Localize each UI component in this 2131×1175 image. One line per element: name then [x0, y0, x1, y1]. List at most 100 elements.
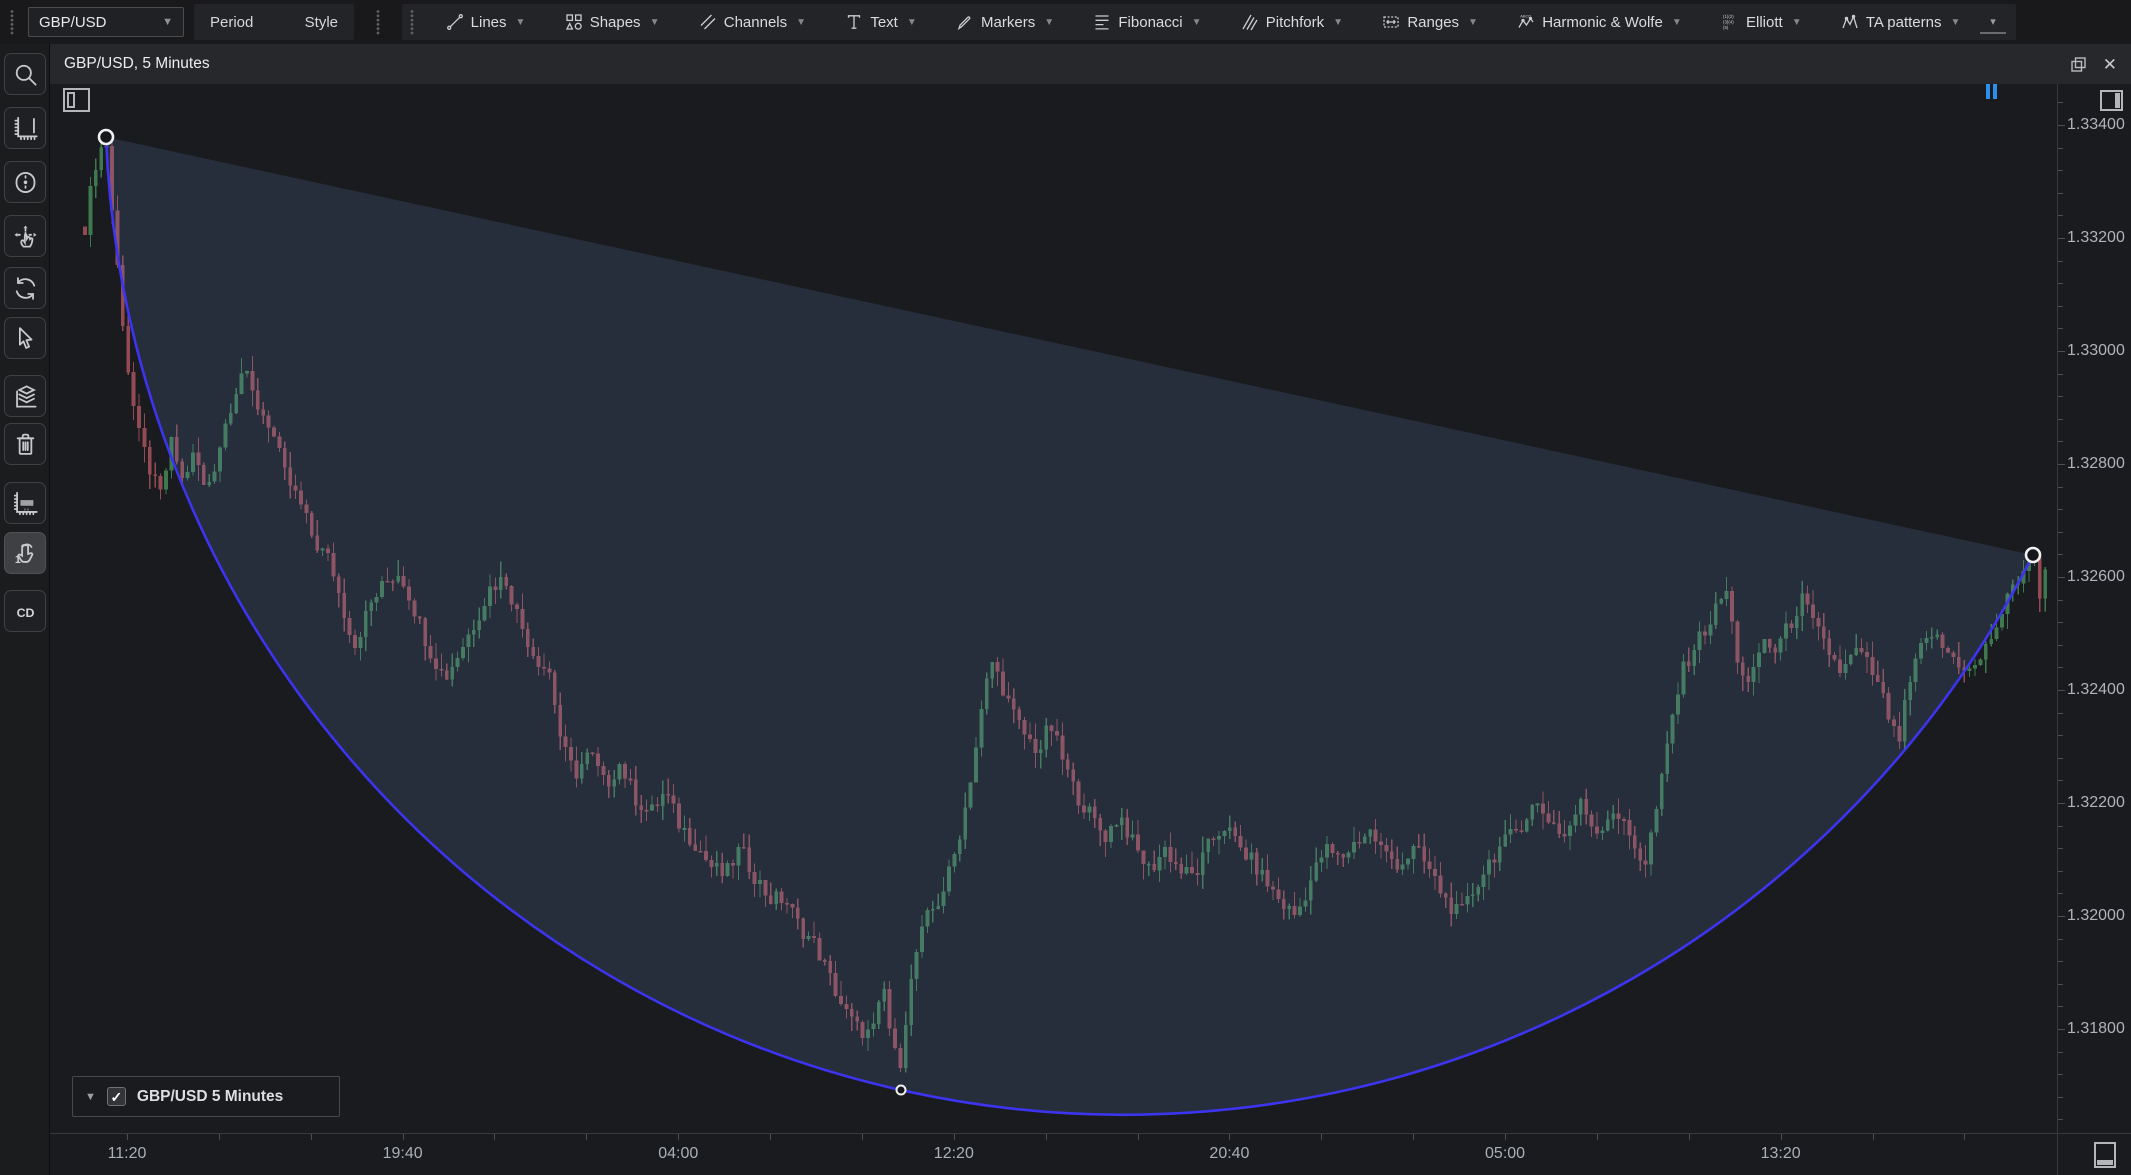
style-button[interactable]: Style [304, 13, 338, 31]
price-tick [2058, 1119, 2063, 1121]
toolbar-overflow-button[interactable]: ▾ [1980, 15, 2007, 34]
price-tick [2058, 1029, 2065, 1030]
chevron-down-icon[interactable]: ▼ [649, 16, 660, 28]
tool-elliott[interactable]: (1)(2) (3)(4) (5) Elliott ▼ [1701, 4, 1821, 40]
price-tick [2058, 622, 2063, 624]
tool-label: Ranges [1407, 13, 1460, 31]
price-tick [2058, 464, 2065, 465]
left-toolbar: v x 1 CD [0, 44, 50, 1175]
arc-anchor-end[interactable] [2024, 546, 2042, 564]
chevron-down-icon[interactable]: ▼ [1468, 16, 1478, 28]
chevron-down-icon[interactable]: ▼ [1191, 16, 1202, 28]
tool-fibonacci[interactable]: Fibonacci ▼ [1074, 4, 1221, 40]
sidebar-mouse-scroll-button[interactable] [4, 161, 46, 203]
series-legend-label: GBP/USD 5 Minutes [136, 1087, 284, 1105]
price-label: 1.33200 [2067, 229, 2125, 246]
sidebar-cd-button[interactable]: CD [4, 590, 46, 632]
drag-handle-icon[interactable] [408, 9, 416, 35]
time-tick [1964, 1134, 1966, 1140]
arc-drawing-line[interactable] [104, 136, 2035, 1116]
chevron-down-icon[interactable]: ▼ [515, 16, 526, 28]
mouse-scroll-icon [12, 169, 39, 196]
sidebar-cursor-button[interactable] [4, 317, 46, 359]
svg-text:(1)(2): (1)(2) [1723, 14, 1734, 19]
drawing-tools-group: Lines ▼ Shapes ▼ Channels ▼ Text ▼ Markers ▼ Fibon… [402, 4, 2016, 40]
sidebar-measure-button[interactable]: v x [4, 482, 46, 524]
tool-channels[interactable]: Channels ▼ [679, 4, 826, 40]
price-tick [2058, 1006, 2063, 1008]
collapse-left-panel-icon[interactable] [63, 88, 90, 112]
tool-markers[interactable]: Markers ▼ [936, 4, 1073, 40]
delete-icon [12, 431, 39, 458]
arc-drawing-fill[interactable] [106, 137, 2033, 1115]
chart-area[interactable] [50, 84, 2057, 1133]
tool-lines[interactable]: Lines ▼ [426, 4, 545, 40]
chevron-down-icon[interactable]: ▼ [796, 16, 807, 28]
time-label: 11:20 [107, 1145, 147, 1162]
popout-window-icon[interactable] [2070, 56, 2087, 73]
sidebar-scale-axes-button[interactable] [4, 107, 46, 149]
symbol-value: GBP/USD [39, 13, 107, 31]
svg-text:(3)(4): (3)(4) [1723, 20, 1734, 25]
tool-label: TA patterns [1865, 13, 1942, 31]
tool-shapes[interactable]: Shapes ▼ [545, 4, 679, 40]
price-tick [2058, 215, 2063, 217]
sidebar-delete-button[interactable] [4, 423, 46, 465]
price-tick [2058, 599, 2063, 601]
tool-text[interactable]: Text ▼ [826, 4, 937, 40]
arc-anchor-bulge[interactable] [895, 1084, 907, 1096]
sidebar-zoom-button[interactable] [4, 53, 46, 95]
price-tick [2058, 147, 2063, 149]
price-tick [2058, 825, 2063, 827]
toggle-bottom-panel-icon[interactable] [2094, 1142, 2116, 1168]
series-legend[interactable]: ▼ ✓ GBP/USD 5 Minutes [72, 1076, 340, 1117]
arc-anchor-start[interactable] [97, 128, 115, 146]
price-tick [2058, 735, 2063, 737]
price-tick [2058, 667, 2063, 669]
sidebar-one-click-trading-button[interactable]: 1 [4, 532, 46, 574]
sidebar-sync-button[interactable] [4, 267, 46, 309]
price-tick [2058, 983, 2063, 985]
time-axis[interactable]: 11:20 19:40 04:00 12:20 20:40 05:00 13:20 [50, 1133, 2057, 1175]
price-tick [2058, 283, 2063, 285]
tool-ranges[interactable]: Ranges ▼ [1363, 4, 1498, 40]
time-tick [1045, 1134, 1047, 1140]
sync-icon [12, 275, 39, 302]
time-tick [1413, 1134, 1415, 1140]
svg-text:1: 1 [14, 554, 20, 566]
ranges-icon [1382, 13, 1400, 31]
sidebar-pan-button[interactable] [4, 215, 46, 257]
stream-paused-indicator[interactable] [1986, 84, 1997, 99]
time-tick [402, 1134, 404, 1140]
time-label: 19:40 [382, 1145, 423, 1162]
sidebar-layers-button[interactable] [4, 375, 46, 417]
chevron-down-icon[interactable]: ▼ [1671, 16, 1682, 28]
chevron-down-icon[interactable]: ▼ [85, 1090, 96, 1103]
price-axis[interactable]: 1.33400 1.33200 1.33000 1.32800 1.32600 1.324… [2057, 84, 2131, 1133]
time-tick [1321, 1134, 1323, 1140]
series-visibility-checkbox[interactable]: ✓ [106, 1087, 126, 1106]
drag-handle-icon[interactable] [8, 9, 16, 35]
cd-icon: CD [12, 598, 39, 625]
toggle-right-panel-icon[interactable] [2100, 90, 2123, 111]
period-button[interactable]: Period [210, 13, 254, 31]
chevron-down-icon[interactable]: ▼ [1791, 16, 1802, 28]
measure-icon: v x [12, 490, 39, 517]
chevron-down-icon[interactable]: ▼ [1044, 16, 1055, 28]
price-tick [2058, 192, 2063, 194]
close-icon[interactable]: ✕ [2102, 54, 2117, 74]
chevron-down-icon[interactable]: ▼ [1950, 16, 1961, 28]
tool-label: Lines [470, 13, 507, 31]
price-tick [2058, 961, 2063, 963]
symbol-dropdown[interactable]: GBP/USD ▼ [28, 7, 184, 37]
chevron-down-icon[interactable]: ▼ [906, 16, 917, 28]
tool-ta-patterns[interactable]: TA patterns ▼ [1821, 4, 1980, 40]
drag-handle-icon[interactable] [374, 9, 382, 35]
fibonacci-icon [1093, 13, 1111, 31]
tool-harmonic[interactable]: ABCD Harmonic & Wolfe ▼ [1498, 4, 1702, 40]
time-label: 05:00 [1485, 1145, 1526, 1162]
chevron-down-icon[interactable]: ▼ [1333, 16, 1344, 28]
tool-pitchfork[interactable]: Pitchfork ▼ [1221, 4, 1363, 40]
time-tick [1505, 1134, 1507, 1140]
chart-title: GBP/USD, 5 Minutes [64, 55, 210, 72]
